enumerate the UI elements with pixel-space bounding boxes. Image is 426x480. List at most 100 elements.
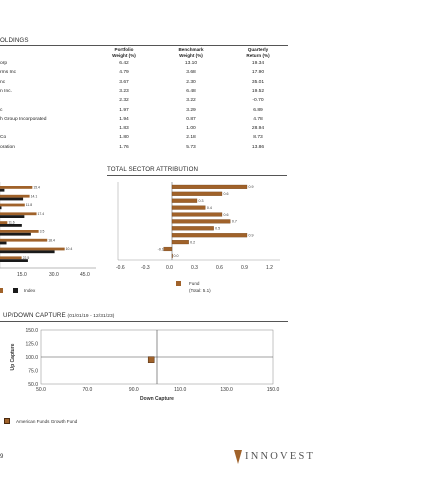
capture-data-point [147,356,155,363]
attribution-bar-label: 0.3 [199,199,204,203]
holding-name: n Inc. [0,88,12,94]
attribution-bar-label: 0.6 [224,213,229,217]
left-fund-bar [0,230,39,233]
attribution-bar-chart: 0.90.60.30.40.60.70.50.90.2-0.10.0 [117,182,280,261]
quarterly-return-cell: 35.01 [251,79,265,85]
portfolio-weight-cell: 1.97 [119,107,129,113]
left-bar-label: 11.8 [26,203,32,207]
capture-x-tick: 130.0 [220,387,233,393]
header-benchmark-weight: Benchmark Weight (%) [178,47,204,58]
left-tick-30: 30.0 [49,272,59,278]
attribution-bar [171,198,198,203]
portfolio-weight-cell: 1.80 [119,135,129,141]
attribution-bar [171,253,173,258]
capture-y-tick: 75.0 [28,368,38,374]
left-fund-bar [0,212,37,216]
capture-legend-swatch [4,418,10,424]
quarterly-return-cell: 13.86 [251,144,265,150]
left-bar-label: 10.4 [66,247,73,251]
left-index-bar [0,250,55,254]
left-fund-bar [0,256,22,260]
left-bar-label: 14.1 [31,194,38,198]
innovest-logo-mark-icon [234,450,242,464]
left-index-bar [0,232,31,236]
attribution-bar-label: 0.7 [232,220,237,224]
attribution-title: TOTAL SECTOR ATTRIBUTION [107,166,199,173]
left-tick-45: 45.0 [80,272,90,278]
attribution-x-tick: -0.3 [141,265,150,271]
capture-title-rule [0,321,288,322]
left-tick-15: 15.0 [17,272,27,278]
attribution-bar-label: 0.9 [249,234,254,238]
holding-name: h Group Incorporated [0,116,47,122]
attribution-bar [171,191,223,196]
capture-x-tick: 110.0 [174,387,186,393]
capture-x-tick: 50.0 [36,387,46,393]
left-fund-bar [0,194,30,198]
innovest-logo-text: INNOVEST [245,451,316,462]
attribution-bar [171,219,231,224]
left-fund-bar [0,221,8,224]
holdings-title-rule [0,45,288,46]
attribution-x-tick: -0.6 [116,265,125,271]
portfolio-weight-cell: 1.94 [119,116,129,122]
left-legend-fund-swatch [0,288,3,293]
capture-y-tick: 125.0 [25,341,38,347]
capture-y-tick: 150.0 [25,328,38,334]
quarterly-return-cell: 6.89 [253,107,263,113]
attribution-title-rule [107,175,287,176]
left-index-bar [0,206,2,210]
attribution-x-tick: 1.2 [266,265,273,271]
left-legend-index-label: Index [24,288,36,293]
attribution-x-tick: 0.0 [166,265,173,271]
capture-x-label: Down Capture [140,396,174,402]
attribution-x-tick: 0.6 [216,265,223,271]
quarterly-return-cell: 19.34 [251,61,265,66]
capture-scatter-chart: 150.0 125.0 100.0 75.0 50.050.0 70.0 90.0 110.0… [10,328,280,402]
left-fund-bar [0,238,48,242]
header-quarterly-return: Quarterly Return (%) [246,47,270,58]
quarterly-return-cell: 8.73 [253,135,263,141]
quarterly-return-cell: -0.70 [252,98,264,104]
left-bar-label: 17.4 [38,212,45,216]
benchmark-weight-cell: 6.48 [186,88,196,94]
attribution-bar-label: 0.4 [207,206,212,210]
benchmark-weight-cell: 2.30 [186,79,196,85]
capture-x-tick: 90.0 [129,387,139,393]
portfolio-weight-cell: 3.67 [119,79,129,85]
attribution-bar [171,240,189,245]
attribution-legend-label: Fund [189,281,200,286]
capture-x-tick: 150.0 [267,387,280,393]
quarterly-return-cell: 4.78 [253,116,263,122]
holding-name: Co [0,135,7,141]
left-index-bar [0,259,28,262]
header-portfolio-weight: Portfolio Weight (%) [112,47,136,58]
left-index-bar [0,215,25,218]
left-index-bar [0,224,22,227]
capture-y-label: Up Capture [10,343,16,370]
attribution-bar [171,226,214,231]
left-fund-bar [0,247,65,251]
left-bar-label-extra: 3.1 [5,263,6,264]
left-fund-bar [0,203,25,207]
left-bar-label: 3.5 [40,230,45,234]
holding-name: oration [0,144,15,150]
holding-name: c [0,107,3,113]
benchmark-weight-cell: 5.73 [186,144,196,150]
capture-x-tick: 70.0 [83,387,93,393]
attribution-bar [171,184,248,189]
attribution-x-tick: 0.9 [241,265,248,271]
left-bar-label: 18.4 [48,238,55,242]
attribution-bar-label: 0.2 [190,240,195,244]
attribution-bar-label: 0.6 [224,192,229,196]
left-bar-label-extra: 14.7 [33,263,34,264]
attribution-bar [163,246,173,252]
benchmark-weight-cell: 3.22 [186,98,196,104]
left-index-bar [0,188,5,192]
page-number-fragment: 9 [0,454,4,460]
left-bar-label-extra: 10.3 [8,263,9,264]
benchmark-weight-cell: 3.68 [186,70,196,76]
attribution-bar-label: 0.5 [215,227,220,231]
portfolio-weight-cell: 1.76 [119,144,129,150]
left-bar-label-extra: 13.3 [25,263,26,264]
